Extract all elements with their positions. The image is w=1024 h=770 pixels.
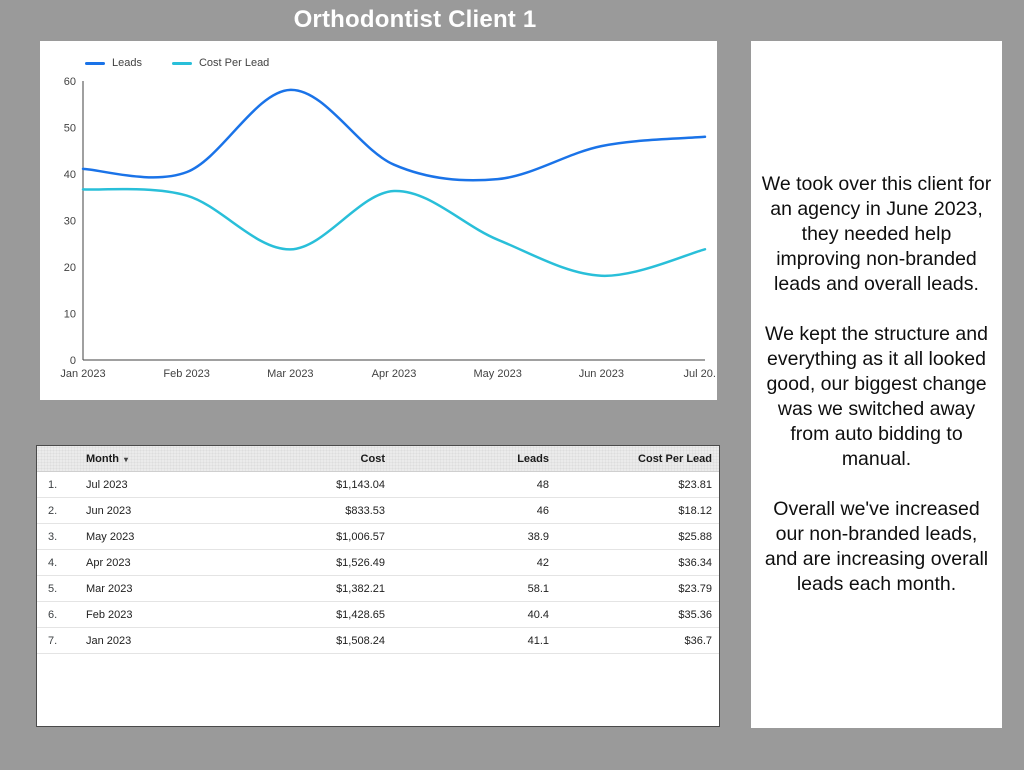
x-tick-label: May 2023	[474, 368, 522, 380]
month-cell: May 2023	[86, 530, 135, 543]
leads-vs-cost-per-lead-line-chart: 0 10 20 30 40 50 60 Jan 2023 Feb 2023 Mar 2023 Apr…	[60, 76, 717, 380]
table-body: 1. Jul 2023 $1,143.04 48 $23.81 2. Jun 2023 $83…	[37, 472, 719, 654]
table-row: 6. Feb 2023 $1,428.65 40.4 $35.36	[37, 602, 719, 628]
page-title: Orthodontist Client 1	[293, 6, 537, 33]
leads-cell: 42	[536, 556, 549, 569]
cost-per-lead-cell: $23.81	[678, 478, 712, 491]
row-number: 4.	[48, 556, 58, 569]
cost-per-lead-line	[81, 187, 707, 277]
y-tick-label: 40	[64, 169, 76, 181]
table-row: 7. Jan 2023 $1,508.24 41.1 $36.7	[37, 628, 719, 654]
x-tick-label: Feb 2023	[163, 368, 209, 380]
row-number: 3.	[48, 530, 58, 543]
cost-cell: $1,428.65	[336, 608, 385, 621]
cost-per-lead-cell: $25.88	[678, 530, 712, 543]
cost-per-lead-line-swatch	[171, 61, 192, 65]
table-header-row: Month ▾ Cost Leads Cost Per Lead	[37, 446, 719, 472]
y-tick-label: 0	[70, 355, 76, 367]
notes-paragraph: Overall we've increased our non-branded …	[764, 498, 989, 595]
notes-paragraph: We kept the structure and everything as …	[765, 323, 988, 470]
cost-cell: $1,526.49	[336, 556, 385, 569]
sort-desc-icon: ▾	[123, 454, 128, 464]
table-row: 2. Jun 2023 $833.53 46 $18.12	[37, 498, 719, 524]
column-header-leads[interactable]: Leads	[517, 452, 549, 465]
leads-cell: 41.1	[527, 634, 549, 647]
x-tick-label: Apr 2023	[372, 368, 417, 380]
row-number: 6.	[48, 608, 58, 621]
leads-cell: 38.9	[527, 530, 549, 543]
table-row: 5. Mar 2023 $1,382.21 58.1 $23.79	[37, 576, 719, 602]
monthly-data-table: Month ▾ Cost Leads Cost Per Lead 1. Jul 20…	[36, 445, 720, 727]
month-cell: Feb 2023	[86, 608, 133, 621]
legend-label-leads: Leads	[112, 57, 142, 69]
legend-item-cost-per-lead[interactable]: Cost Per Lead	[171, 57, 270, 69]
cost-per-lead-cell: $35.36	[678, 608, 712, 621]
legend-label-cost-per-lead: Cost Per Lead	[198, 57, 270, 69]
cost-cell: $833.53	[345, 504, 385, 517]
column-header-cost[interactable]: Cost	[360, 452, 385, 465]
month-cell: Jun 2023	[86, 504, 132, 517]
month-cell: Jan 2023	[86, 634, 132, 647]
chart-legend: Leads Cost Per Lead	[85, 57, 299, 69]
table-row: 3. May 2023 $1,006.57 38.9 $25.88	[37, 524, 719, 550]
notes-panel: We took over this client for an agency i…	[751, 41, 1002, 728]
leads-cell: 48	[536, 478, 549, 491]
x-tick-label: Mar 2023	[267, 368, 313, 380]
cost-per-lead-cell: $23.79	[678, 582, 712, 595]
cost-cell: $1,006.57	[336, 530, 385, 543]
x-tick-label: Jan 2023	[60, 368, 105, 380]
y-tick-label: 60	[64, 76, 76, 88]
table-row: 4. Apr 2023 $1,526.49 42 $36.34	[37, 550, 719, 576]
cost-cell: $1,508.24	[336, 634, 385, 647]
row-number: 2.	[48, 504, 58, 517]
column-header-month[interactable]: Month ▾	[83, 453, 228, 465]
leads-cell: 40.4	[527, 608, 549, 621]
y-tick-label: 20	[64, 262, 76, 274]
y-tick-label: 30	[64, 216, 76, 228]
cost-per-lead-cell: $36.34	[678, 556, 712, 569]
row-number: 5.	[48, 582, 58, 595]
y-tick-label: 10	[64, 309, 76, 321]
leads-cell: 58.1	[527, 582, 549, 595]
month-cell: Mar 2023	[86, 582, 133, 595]
x-tick-label: Jun 2023	[579, 368, 624, 380]
column-header-cost-per-lead[interactable]: Cost Per Lead	[638, 452, 712, 465]
cost-per-lead-cell: $36.7	[684, 634, 712, 647]
month-cell: Jul 2023	[86, 478, 128, 491]
y-tick-label: 50	[64, 123, 76, 135]
leads-line-swatch	[85, 61, 105, 65]
x-tick-label: Jul 20..	[684, 368, 717, 380]
cost-cell: $1,143.04	[336, 478, 385, 491]
row-number: 7.	[48, 634, 58, 647]
leads-cell: 46	[536, 504, 549, 517]
month-cell: Apr 2023	[86, 556, 131, 569]
cost-cell: $1,382.21	[336, 582, 385, 595]
month-header-label: Month	[86, 452, 119, 465]
cost-per-lead-cell: $18.12	[678, 504, 712, 517]
notes-paragraph: We took over this client for an agency i…	[761, 173, 992, 295]
legend-item-leads[interactable]: Leads	[85, 57, 142, 69]
leads-line	[81, 88, 707, 182]
leads-chart-panel: Leads Cost Per Lead 0 10 20 30 40 50 60 Jan 202…	[40, 41, 717, 400]
table-row: 1. Jul 2023 $1,143.04 48 $23.81	[37, 472, 719, 498]
row-number: 1.	[48, 478, 58, 491]
